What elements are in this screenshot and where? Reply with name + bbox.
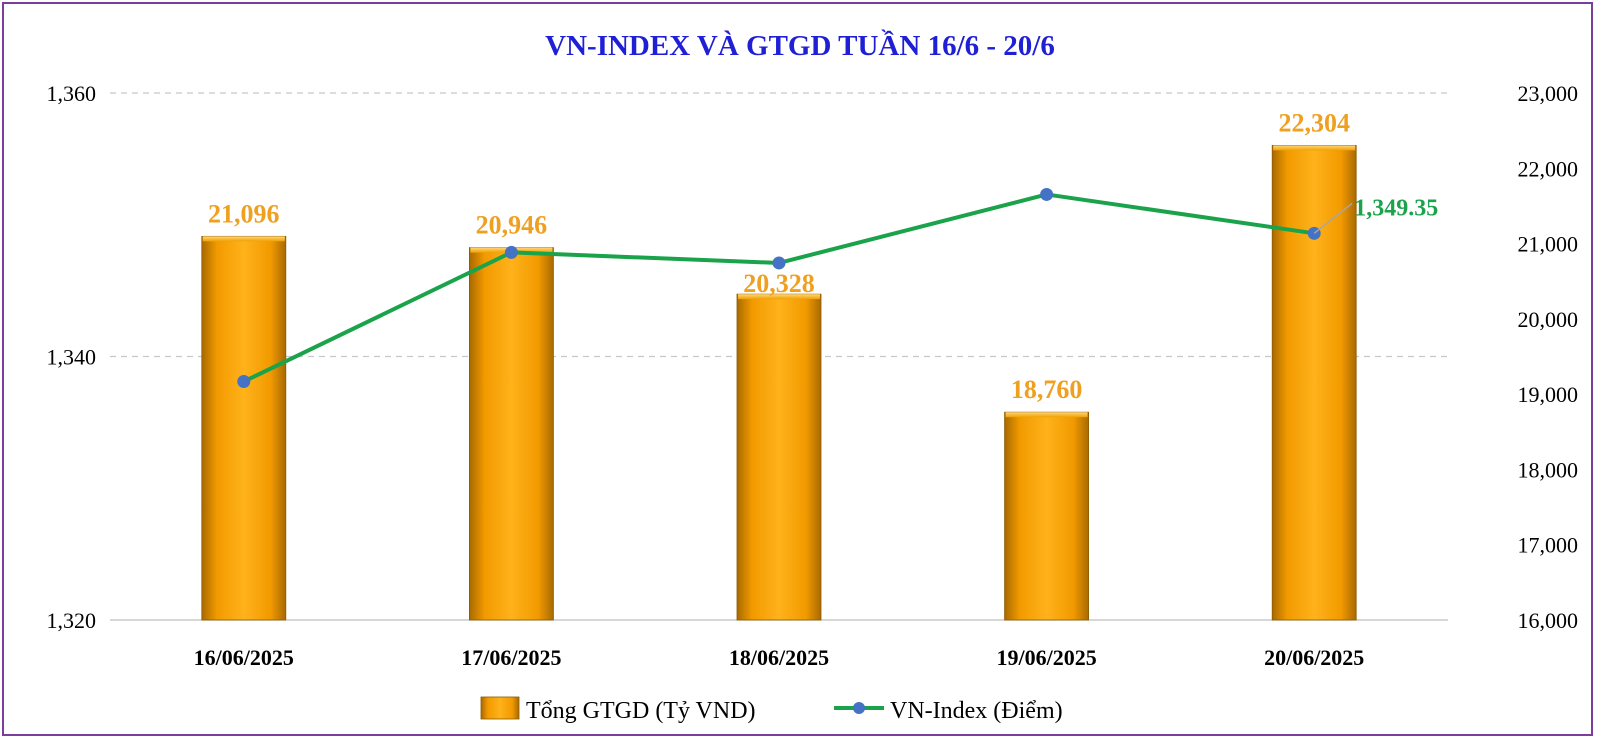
bar (736, 293, 822, 621)
vn-index-point (504, 245, 518, 259)
bar-body (468, 247, 554, 621)
bar-data-label: 21,096 (208, 199, 280, 228)
bar (201, 235, 287, 621)
right-axis: 23,000 22,000 21,000 20,000 19,000 18,000 17,0… (1518, 81, 1579, 633)
left-tick-label: 1,340 (47, 345, 97, 370)
right-tick-label: 21,000 (1518, 232, 1579, 257)
category-axis: 16/06/2025 17/06/2025 18/06/2025 19/06/2025… (194, 645, 1365, 670)
bar-body (1271, 144, 1357, 621)
bar-cap (202, 236, 285, 242)
vn-index-end-label: 1,349.35 (1354, 195, 1438, 221)
category-label: 18/06/2025 (729, 645, 829, 670)
bar-data-label: 20,946 (476, 211, 548, 240)
bar-body (736, 293, 822, 621)
left-tick-label: 1,360 (47, 81, 97, 106)
bar-cap (738, 294, 820, 300)
vn-index-point (1040, 187, 1054, 201)
category-label: 19/06/2025 (996, 645, 1096, 670)
legend-line-label: VN-Index (Điểm) (890, 698, 1063, 724)
bar-data-label: 18,760 (1011, 375, 1083, 404)
legend-line-marker (853, 702, 865, 714)
bar-body (1004, 411, 1089, 621)
bar-cap (1273, 145, 1356, 151)
bar (1271, 144, 1357, 621)
legend: Tổng GTGD (Tỷ VND) VN-Index (Điểm) (480, 696, 1063, 724)
line-label-leader (1313, 202, 1353, 234)
left-tick-label: 1,320 (47, 608, 97, 633)
right-tick-label: 23,000 (1518, 81, 1579, 106)
legend-bar-label: Tổng GTGD (Tỷ VND) (526, 698, 756, 724)
right-tick-label: 16,000 (1518, 608, 1579, 633)
chart-title: VN-INDEX VÀ GTGD TUẦN 16/6 - 20/6 (545, 28, 1055, 62)
bar-data-label: 20,328 (743, 269, 815, 298)
bar (468, 247, 554, 621)
right-tick-label: 18,000 (1518, 457, 1579, 482)
right-tick-label: 19,000 (1518, 382, 1579, 407)
vn-index-point (772, 256, 786, 270)
category-label: 17/06/2025 (461, 645, 561, 670)
bar-body (201, 235, 287, 621)
bar-data-label: 22,304 (1278, 108, 1350, 137)
right-tick-label: 22,000 (1518, 156, 1579, 181)
bar-cap (1005, 412, 1088, 418)
right-tick-label: 20,000 (1518, 307, 1579, 332)
vn-index-point (237, 375, 251, 389)
line-series: 1,349.35 (237, 187, 1438, 389)
left-axis: 1,360 1,340 1,320 (47, 81, 97, 633)
bar-series: 21,096 20,946 20,328 18,760 22,304 (201, 108, 1357, 621)
legend-bar-swatch (480, 696, 520, 720)
bar (1004, 411, 1089, 621)
category-label: 16/06/2025 (194, 645, 294, 670)
category-label: 20/06/2025 (1264, 645, 1364, 670)
right-tick-label: 17,000 (1518, 533, 1579, 558)
